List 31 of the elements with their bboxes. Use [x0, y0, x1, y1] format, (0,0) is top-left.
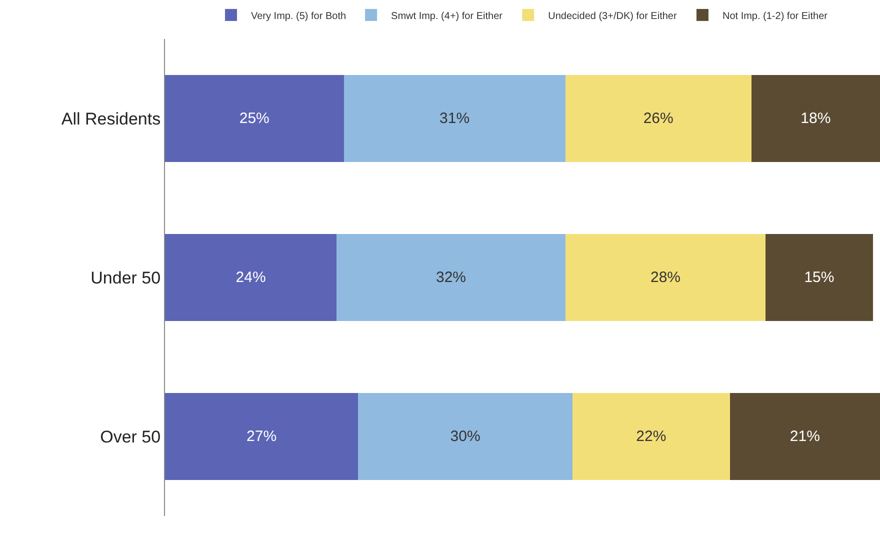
bar	[336, 234, 566, 322]
data-label: 32%	[436, 269, 466, 286]
bar	[572, 392, 730, 480]
bar	[766, 234, 873, 322]
data-label: 15%	[804, 269, 834, 286]
legend-label: Smwt Imp. (4+) for Either	[391, 10, 504, 22]
bar	[565, 74, 752, 162]
y-tick-label: Under 50	[90, 268, 161, 288]
legend-label: Undecided (3+/DK) for Either	[548, 10, 678, 22]
bar	[165, 234, 337, 322]
data-label: 18%	[800, 110, 831, 128]
bar	[165, 74, 344, 162]
data-label: 31%	[440, 110, 470, 128]
legend-label: Not Imp. (1-2) for Either	[722, 10, 828, 22]
y-tick-label: Over 50	[100, 427, 161, 446]
data-label: 25%	[239, 110, 270, 128]
data-label: 28%	[650, 269, 681, 286]
data-label: 24%	[236, 269, 266, 286]
bar	[751, 74, 880, 162]
bar	[344, 74, 566, 162]
bar	[165, 392, 358, 480]
data-label: 22%	[636, 428, 666, 446]
data-label: 27%	[246, 428, 277, 446]
bar	[565, 234, 766, 322]
data-label: 21%	[790, 428, 820, 446]
bar	[358, 392, 573, 480]
data-label: 30%	[450, 428, 480, 446]
legend-label: Very Imp. (5) for Both	[251, 10, 346, 22]
bar	[730, 392, 880, 480]
data-label: 26%	[643, 110, 674, 128]
y-tick-label: All Residents	[61, 109, 161, 128]
